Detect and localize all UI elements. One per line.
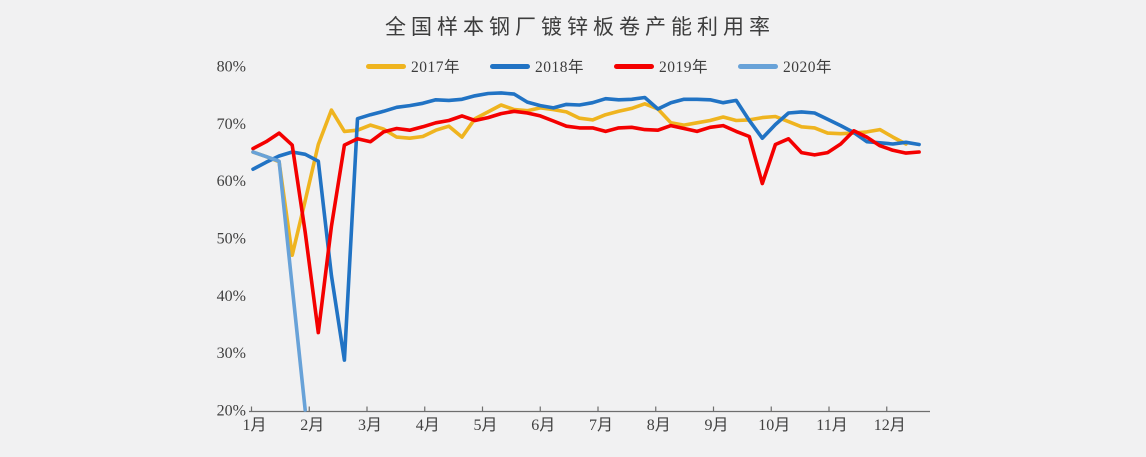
series-line-2017年 — [251, 102, 908, 257]
x-axis-label: 10月 — [758, 417, 790, 434]
legend-item-2018: 2018年 — [490, 55, 584, 77]
y-axis-label: 20% — [217, 402, 246, 419]
series-line-2019年 — [251, 109, 921, 335]
legend-swatch-2020 — [738, 63, 779, 69]
x-axis-label: 11月 — [816, 417, 847, 434]
legend-label-2019: 2019年 — [659, 59, 709, 76]
legend-label-2018: 2018年 — [535, 59, 585, 76]
series-line-2018年 — [251, 91, 921, 362]
series-line-2020年 — [251, 150, 308, 412]
chart-title: 全国样本钢厂镀锌板卷产能利用率 — [385, 15, 775, 39]
x-axis-label: 7月 — [589, 417, 613, 434]
y-axis-label: 60% — [217, 173, 246, 190]
legend-item-2020: 2020年 — [738, 55, 832, 77]
x-axis-label: 2月 — [300, 417, 324, 434]
y-axis-label: 80% — [217, 59, 246, 76]
legend-item-2019: 2019年 — [614, 55, 708, 77]
x-axis-label: 5月 — [473, 417, 497, 434]
y-axis-label: 50% — [217, 230, 246, 247]
legend-label-2020: 2020年 — [783, 59, 833, 76]
x-axis-label: 6月 — [531, 417, 555, 434]
y-axis-label: 70% — [217, 116, 246, 133]
y-axis-label: 40% — [217, 288, 246, 305]
legend: 2017年 2018年 2019年 2020年 — [366, 55, 832, 77]
x-axis-label: 4月 — [416, 417, 440, 434]
legend-swatch-2017 — [366, 63, 406, 69]
x-axis-label: 1月 — [242, 417, 266, 434]
x-axis-label: 3月 — [358, 417, 382, 434]
legend-label-2017: 2017年 — [411, 59, 461, 76]
x-axis-label: 9月 — [704, 417, 728, 434]
legend-item-2017: 2017年 — [366, 55, 460, 77]
legend-swatch-2019 — [614, 63, 655, 69]
x-axis-label: 8月 — [647, 417, 671, 434]
legend-swatch-2018 — [490, 63, 531, 69]
x-axis-label: 12月 — [874, 417, 906, 434]
y-axis-label: 30% — [217, 345, 246, 362]
